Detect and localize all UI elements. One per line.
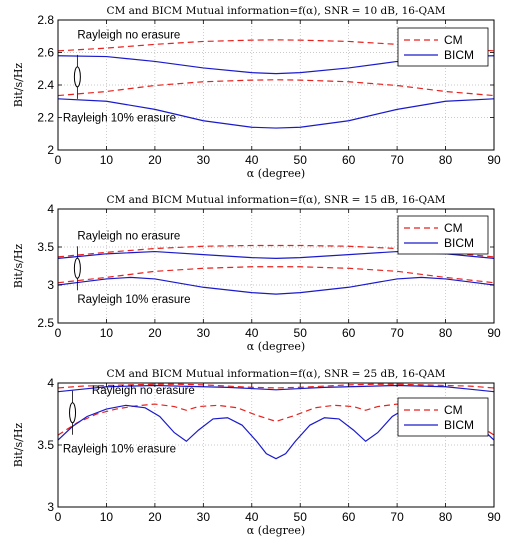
x-tick-label: 40 [245, 510, 259, 524]
y-tick-label: 2 [47, 143, 54, 157]
series-line-cm-1 [58, 383, 494, 389]
chart-title: CM and BICM Mutual information=f(α), SNR… [107, 5, 446, 17]
annotation-text-2: Rayleigh 10% erasure [77, 294, 190, 306]
legend-label-bicm: BICM [444, 418, 474, 432]
x-tick-label: 10 [100, 326, 114, 340]
x-tick-label: 30 [197, 153, 211, 167]
chart-panel-3: 0 10 20 30 40 50 60 70 80 90 3 3.5 4 CM and BICM Mutu… [12, 368, 501, 537]
x-tick-label: 0 [55, 510, 62, 524]
x-tick-label: 30 [197, 326, 211, 340]
x-axis-label: α (degree) [247, 340, 305, 353]
y-tick-label: 3 [47, 278, 54, 292]
y-tick-label: 4 [47, 202, 54, 216]
y-axis-label: Bit/s/Hz [12, 244, 25, 289]
axes-frame [57, 208, 495, 324]
legend-label-bicm: BICM [444, 236, 474, 250]
y-tick-label: 2.2 [37, 111, 54, 125]
x-tick-label: 70 [390, 153, 404, 167]
y-tick-label: 2.5 [37, 316, 54, 330]
series-line-bicm-2 [58, 384, 494, 393]
chart-title: CM and BICM Mutual information=f(α), SNR… [107, 368, 446, 380]
x-axis-label: α (degree) [247, 524, 305, 537]
x-tick-label: 20 [148, 153, 162, 167]
x-tick-label: 60 [342, 326, 356, 340]
x-tick-label: 40 [245, 326, 259, 340]
legend-label-cm: CM [444, 403, 463, 417]
chart-title: CM and BICM Mutual information=f(α), SNR… [107, 194, 446, 206]
legend-box [397, 27, 489, 67]
y-tick-label: 3.5 [37, 438, 54, 452]
x-tick-label: 30 [197, 510, 211, 524]
x-tick-label: 80 [439, 326, 453, 340]
x-tick-label: 20 [148, 326, 162, 340]
y-tick-label: 4 [47, 376, 54, 390]
chart-panel-2: 0 10 20 30 40 50 60 70 80 90 2.5 3 3.5 4 CM and BICM M… [12, 194, 501, 353]
x-tick-label: 80 [439, 153, 453, 167]
y-axis-label: Bit/s/Hz [12, 423, 25, 468]
x-tick-label: 20 [148, 510, 162, 524]
x-tick-label: 50 [294, 326, 308, 340]
annotation-text-1: Rayleigh no erasure [77, 30, 180, 42]
y-tick-label: 2.4 [37, 78, 54, 92]
x-tick-label: 70 [390, 326, 404, 340]
x-tick-label: 60 [342, 153, 356, 167]
x-tick-label: 70 [390, 510, 404, 524]
series-line-cm-3 [58, 266, 494, 284]
y-tick-label: 3 [47, 500, 54, 514]
x-tick-label: 0 [55, 326, 62, 340]
y-tick-label: 2.6 [37, 46, 54, 60]
x-tick-label: 50 [294, 510, 308, 524]
x-tick-label: 40 [245, 153, 259, 167]
annotation-text-2: Rayleigh 10% erasure [63, 113, 176, 125]
x-tick-label: 50 [294, 153, 308, 167]
legend-box [397, 397, 489, 437]
series-line-bicm-4 [58, 98, 494, 129]
legend-box [397, 215, 489, 255]
series-line-cm-3 [58, 79, 494, 97]
annotation-text-1: Rayleigh no erasure [92, 385, 195, 397]
x-tick-label: 10 [100, 153, 114, 167]
chart-panel-1: 0 10 20 30 40 50 60 70 80 90 2 2.2 2.4 2.6 2.8 CM and B… [12, 5, 501, 180]
annotation-text-1: Rayleigh no erasure [77, 230, 180, 242]
y-axis-label: Bit/s/Hz [12, 63, 25, 108]
legend-label-bicm: BICM [444, 48, 474, 62]
series-line-bicm-4 [58, 276, 494, 295]
x-tick-label: 0 [55, 153, 62, 167]
y-tick-label: 2.8 [37, 13, 54, 27]
legend-label-cm: CM [444, 221, 463, 235]
x-tick-label: 60 [342, 510, 356, 524]
x-tick-label: 10 [100, 510, 114, 524]
legend-label-cm: CM [444, 33, 463, 47]
x-tick-label: 80 [439, 510, 453, 524]
y-tick-label: 3.5 [37, 240, 54, 254]
x-tick-label: 90 [487, 510, 501, 524]
x-tick-label: 90 [487, 326, 501, 340]
annotation-text-2: Rayleigh 10% erasure [63, 443, 176, 455]
x-tick-label: 90 [487, 153, 501, 167]
x-axis-label: α (degree) [247, 167, 305, 180]
